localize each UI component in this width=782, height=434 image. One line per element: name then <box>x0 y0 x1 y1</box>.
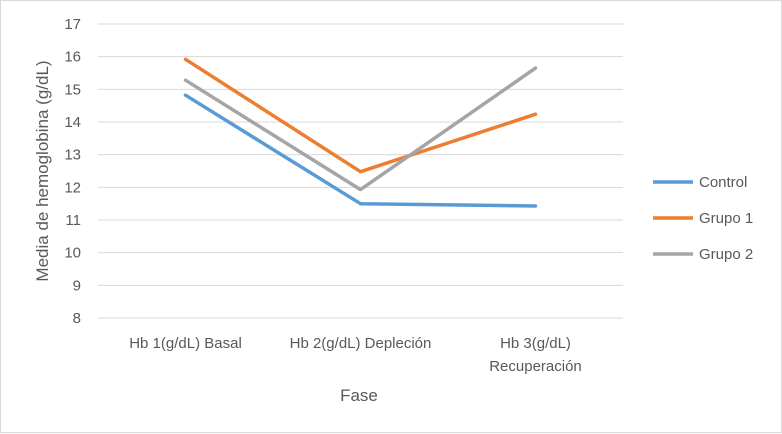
x-axis-title: Fase <box>340 386 378 405</box>
y-tick-label: 14 <box>64 114 81 131</box>
series-lines <box>183 57 538 208</box>
y-axis-title: Media de hemoglobina (g/dL) <box>33 60 52 281</box>
series-line-control <box>183 93 538 208</box>
gridlines <box>98 23 623 319</box>
y-tick-label: 8 <box>73 310 81 327</box>
y-tick-label: 11 <box>65 212 81 229</box>
x-tick-label: Hb 1(g/dL) Basal <box>129 335 242 352</box>
legend-label: Control <box>699 174 747 191</box>
y-tick-label: 16 <box>64 49 81 66</box>
y-tick-label: 9 <box>73 277 81 294</box>
y-tick-label: 15 <box>64 81 81 98</box>
series-line-grupo-2 <box>183 66 538 192</box>
legend-label: Grupo 1 <box>699 210 753 227</box>
y-tick-label: 10 <box>64 245 81 262</box>
y-tick-labels: 8 9 10 11 12 13 14 15 16 17 <box>64 16 81 327</box>
y-tick-label: 13 <box>64 147 81 164</box>
legend: Control Grupo 1 Grupo 2 <box>653 174 753 263</box>
series-line-grupo-1 <box>183 57 538 174</box>
x-tick-labels: Hb 1(g/dL) Basal Hb 2(g/dL) Depleción Hb 3… <box>129 335 582 375</box>
x-tick-label: Hb 2(g/dL) Depleción <box>290 335 432 352</box>
y-tick-label: 17 <box>64 16 81 33</box>
legend-label: Grupo 2 <box>699 246 753 263</box>
y-tick-label: 12 <box>64 179 81 196</box>
x-tick-label: Hb 3(g/dL) Recuperación <box>489 335 582 375</box>
